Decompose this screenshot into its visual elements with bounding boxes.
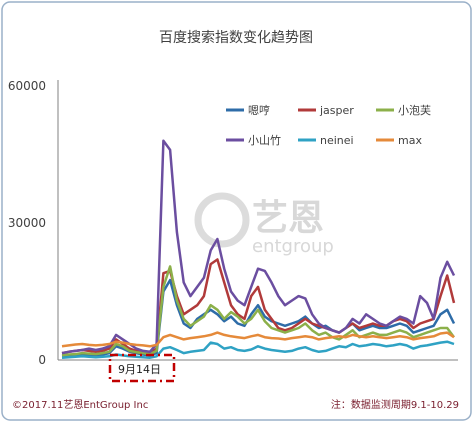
series-line-6 (61, 331, 455, 348)
y-tick-label: 60000 (8, 79, 46, 93)
footer-copyright: ©2017.11艺恩EntGroup Inc (12, 399, 148, 411)
watermark-logo: 艺恩 entgroup (194, 192, 334, 257)
date-callout-box (108, 353, 176, 383)
legend-label: 小山竹 (248, 133, 281, 147)
legend-label: max (398, 134, 422, 147)
axes (57, 80, 458, 361)
legend-label: 小泡芙 (398, 103, 431, 117)
legend-label: jasper (319, 104, 354, 117)
footer-note: 注：数据监测周期9.1-10.29 (331, 398, 459, 411)
y-ticks: 60000 30000 0 (8, 79, 46, 367)
watermark-brand-en: entgroup (252, 236, 334, 257)
y-tick-label: 0 (38, 353, 46, 367)
watermark-circle (194, 192, 250, 248)
legend-label: neinei (320, 134, 354, 147)
series-line-5 (61, 340, 455, 359)
y-tick-label: 30000 (8, 216, 46, 230)
watermark-brand-cn: 艺恩 (252, 198, 324, 239)
date-callout-label: 9月14日 (118, 363, 161, 376)
chart-title: 百度搜索指数变化趋势图 (159, 29, 313, 46)
series-layer (61, 139, 456, 359)
legend-label: 嗯哼 (248, 103, 270, 117)
series-line-3 (61, 265, 456, 357)
